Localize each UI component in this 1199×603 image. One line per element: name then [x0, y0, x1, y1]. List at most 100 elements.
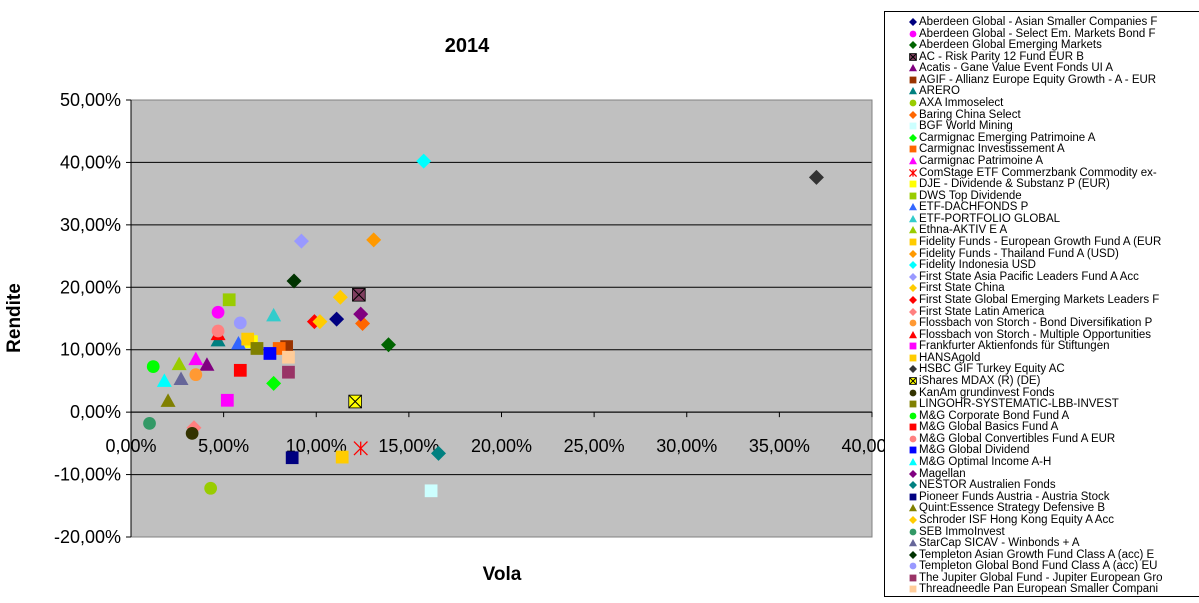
legend-label: AGIF - Allianz Europe Equity Growth - A …	[919, 73, 1157, 86]
legend-marker	[909, 41, 917, 50]
y-tick-label: 10,00%	[60, 340, 121, 360]
legend-item: First State Global Emerging Markets Lead…	[909, 294, 1159, 306]
data-point	[250, 342, 264, 355]
y-tick-label: 20,00%	[60, 277, 121, 297]
legend-label: Fidelity Funds - European Growth Fund A …	[919, 236, 1162, 249]
data-points	[143, 153, 824, 498]
legend-item: DWS Top Dividende	[909, 190, 1022, 202]
legend-item: Aberdeen Global - Asian Smaller Companie…	[909, 16, 1158, 28]
legend-marker	[909, 87, 917, 95]
legend-item: ETF-DACHFONDS P	[909, 201, 1028, 213]
chart-legend: Aberdeen Global - Asian Smaller Companie…	[884, 11, 1199, 597]
legend-label: AXA Immoselect	[919, 97, 1004, 110]
legend-item: Aberdeen Global - Select Em. Markets Bon…	[909, 28, 1156, 40]
data-point	[189, 368, 203, 382]
legend-item: Magellan	[909, 467, 966, 480]
legend-item: AGIF - Allianz Europe Equity Growth - A …	[909, 73, 1157, 86]
legend-marker	[909, 377, 917, 385]
legend-label: Magellan	[919, 467, 966, 480]
legend-item: LINGOHR-SYSTEMATIC-LBB-INVEST	[909, 398, 1119, 410]
legend-label: Flossbach von Storch - Bond Diversifikat…	[919, 317, 1153, 330]
y-tick-label: -10,00%	[54, 465, 121, 485]
data-point	[355, 315, 371, 331]
legend-label: NESTOR Australien Fonds	[919, 479, 1056, 492]
data-point	[266, 307, 282, 322]
legend-marker	[909, 110, 917, 119]
legend-marker	[909, 562, 917, 570]
data-point	[188, 351, 204, 366]
data-point	[348, 394, 362, 409]
data-point	[285, 451, 299, 465]
legend-item: Threadneedle Pan European Smaller Compan…	[909, 583, 1158, 595]
x-tick-label: 5,00%	[198, 436, 249, 456]
legend-marker	[909, 423, 917, 431]
legend-label: SEB ImmoInvest	[919, 525, 1005, 538]
data-point	[173, 371, 189, 386]
data-point	[312, 314, 328, 330]
legend-item: ComStage ETF Commerzbank Commodity ex-	[908, 167, 1157, 179]
legend-marker	[909, 539, 917, 547]
legend-marker	[909, 469, 917, 478]
legend-item: Aberdeen Global Emerging Markets	[909, 39, 1102, 51]
legend-marker	[909, 52, 917, 61]
legend-label: Frankfurter Aktienfonds für Stiftungen	[919, 340, 1110, 353]
legend-item: First State Latin America	[909, 306, 1044, 318]
data-point	[366, 232, 382, 248]
legend-marker	[909, 272, 917, 281]
legend-marker	[909, 481, 917, 490]
legend-marker	[909, 400, 917, 408]
legend-marker	[909, 412, 917, 420]
legend-item: Quint:Essence Strategy Defensive B	[909, 502, 1105, 514]
legend-label: First State Asia Pacific Leaders Fund A …	[919, 270, 1139, 283]
data-point	[282, 365, 295, 379]
legend-item: Schroder ISF Hong Kong Equity A Acc	[909, 513, 1114, 526]
legend-item: Frankfurter Aktienfonds für Stiftungen	[909, 340, 1110, 353]
legend-marker	[909, 76, 917, 84]
legend-label: Carmignac Emerging Patrimoine A	[919, 131, 1096, 144]
x-tick-label: 15,00%	[378, 436, 439, 456]
x-tick-label: 20,00%	[471, 436, 532, 456]
legend-label: HSBC GIF Turkey Equity AC	[919, 363, 1065, 376]
legend-item: iShares MDAX (R) (DE)	[909, 375, 1040, 387]
legend-label: ARERO	[919, 85, 960, 98]
legend-item: Templeton Asian Growth Fund Class A (acc…	[909, 548, 1155, 561]
legend-label: First State China	[919, 282, 1005, 295]
legend-item: ARERO	[909, 85, 960, 98]
legend-marker	[909, 330, 917, 338]
legend-label: Flossbach von Storch - Multiple Opportun…	[919, 328, 1152, 341]
legend-marker	[909, 214, 917, 223]
legend-item: SEB ImmoInvest	[909, 525, 1005, 538]
data-point	[416, 153, 432, 169]
legend-item: StarCap SICAV - Winbonds + A	[909, 537, 1080, 549]
legend-item: The Jupiter Global Fund - Jupiter Europe…	[909, 571, 1163, 584]
legend-marker	[909, 515, 917, 524]
legend-item: Carmignac Patrimoine A	[909, 155, 1043, 167]
legend-marker	[909, 226, 917, 234]
legend-label: The Jupiter Global Fund - Jupiter Europe…	[919, 571, 1163, 584]
legend-marker	[909, 493, 917, 501]
legend-marker	[909, 295, 917, 304]
legend-marker	[909, 156, 917, 165]
legend-item: Flossbach von Storch - Multiple Opportun…	[909, 328, 1152, 341]
legend-marker	[909, 389, 917, 396]
data-point	[160, 393, 176, 407]
data-point	[293, 233, 309, 249]
legend-marker	[909, 203, 917, 211]
legend-label: Schroder ISF Hong Kong Equity A Acc	[919, 513, 1114, 526]
data-point	[286, 273, 302, 289]
x-tick-label: 30,00%	[656, 436, 717, 456]
legend-label: Templeton Asian Growth Fund Class A (acc…	[919, 548, 1155, 561]
legend-marker	[909, 18, 917, 26]
legend-label: DJE - Dividende & Substanz P (EUR)	[919, 178, 1110, 191]
legend-label: Carmignac Investissement A	[919, 143, 1065, 156]
legend-item: First State Asia Pacific Leaders Fund A …	[909, 270, 1139, 283]
legend-item: KanAm grundinvest Fonds	[909, 387, 1055, 399]
x-tick-label: 25,00%	[564, 436, 625, 456]
legend-label: Ethna-AKTIV E A	[919, 224, 1008, 237]
legend-marker	[909, 458, 917, 466]
legend-label: Aberdeen Global - Asian Smaller Companie…	[919, 16, 1158, 28]
legend-label: ETF-PORTFOLIO GLOBAL	[919, 212, 1061, 225]
legend-item: BGF World Mining	[909, 120, 1013, 132]
legend-marker	[909, 261, 917, 270]
data-point	[143, 417, 156, 430]
